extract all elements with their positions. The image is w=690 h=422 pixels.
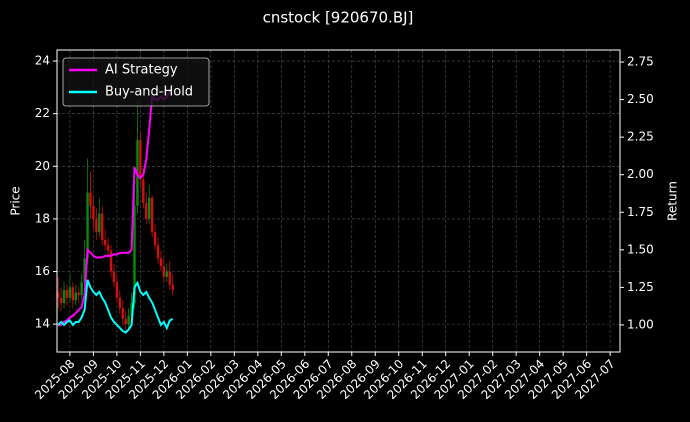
candle-body [56, 292, 60, 298]
candle-body [112, 271, 116, 283]
candle-body [139, 139, 142, 180]
y2-tick-label: 1.25 [627, 280, 654, 294]
candle-body [80, 282, 83, 296]
legend-label: AI Strategy [105, 63, 178, 78]
candle-body [68, 287, 72, 298]
return-line [57, 279, 174, 334]
y2-tick-label: 1.50 [627, 242, 654, 256]
candle-body [59, 297, 63, 304]
candle-body [147, 197, 151, 219]
y2-axis-label: Return [666, 181, 680, 221]
candle-body [121, 308, 124, 319]
candle-body [74, 292, 77, 301]
y-tick-label: 18 [35, 211, 50, 225]
candle-body [62, 289, 66, 304]
candle-body [133, 205, 136, 304]
candle-body [127, 316, 130, 325]
candle-body [153, 232, 157, 246]
candle-body [95, 218, 98, 233]
candle-body [162, 266, 166, 277]
y2-tick-label: 1.00 [627, 317, 654, 331]
candle-body [165, 271, 169, 277]
y2-tick-label: 2.75 [627, 55, 654, 69]
candle-body [101, 213, 104, 240]
y-tick-label: 24 [35, 54, 50, 68]
chart-title: cnstock [920670.BJ] [263, 9, 414, 27]
candle-body [65, 289, 69, 298]
candle-body [83, 258, 86, 283]
y2-tick-label: 1.75 [627, 205, 654, 219]
candle-body [168, 271, 171, 285]
y2-tick-label: 2.00 [627, 167, 654, 181]
candle-body [86, 192, 89, 259]
candle-body [142, 179, 145, 204]
candle-body [106, 245, 110, 251]
y-tick-label: 20 [35, 159, 50, 173]
candle-body [145, 203, 148, 219]
candle-body [130, 303, 133, 317]
candle-body [92, 205, 95, 219]
y2-tick-label: 2.25 [627, 130, 654, 144]
candle-body [109, 250, 113, 272]
y-tick-label: 22 [35, 106, 50, 120]
legend-label: Buy-and-Hold [105, 85, 193, 100]
candle-body [77, 292, 80, 296]
candle-body [171, 284, 174, 290]
legend-box [62, 57, 210, 107]
candle-body [71, 287, 75, 301]
y-axis-label: Price [9, 186, 23, 215]
return-line [58, 84, 174, 326]
candle-body [89, 192, 92, 206]
y-tick-label: 16 [35, 264, 50, 278]
candle-body [115, 282, 119, 298]
candle-body [98, 213, 101, 233]
candle-body [124, 318, 127, 325]
y2-tick-label: 2.50 [627, 92, 654, 106]
candle-body [159, 258, 163, 267]
plot-frame [56, 49, 621, 353]
candle-body [118, 297, 122, 309]
candle-body [150, 197, 154, 233]
y-tick-label: 14 [35, 317, 50, 331]
candle-body [103, 239, 107, 246]
candle-body [156, 245, 160, 259]
